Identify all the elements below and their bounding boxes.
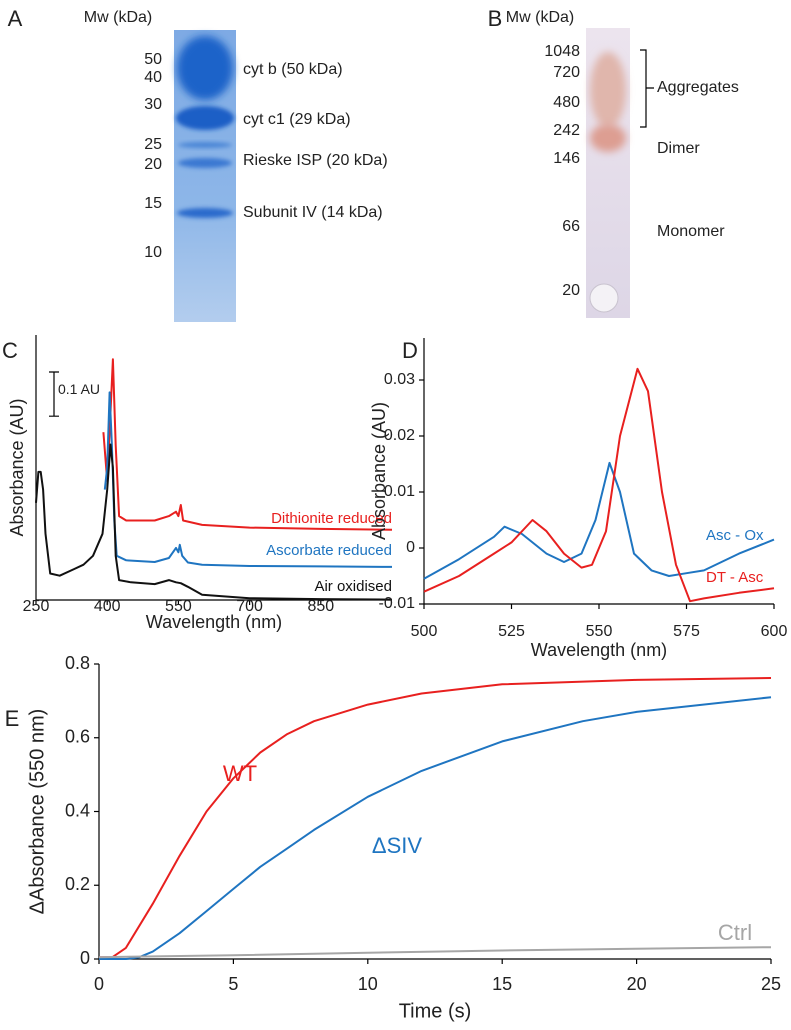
gel-band	[177, 36, 233, 100]
x-tick-label: 550	[586, 623, 613, 640]
y-tick-label: 0	[406, 539, 415, 556]
x-tick-label: 400	[94, 598, 121, 615]
y-tick-label: -0.01	[379, 595, 416, 612]
series-label: Asc - Ox	[706, 527, 764, 544]
gel-well	[589, 283, 619, 313]
y-axis-title: Absorbance (AU)	[369, 402, 389, 540]
marker-label: 25	[144, 136, 162, 153]
scale-bar-label: 0.1 AU	[58, 381, 100, 397]
bracket	[640, 49, 654, 128]
panel-label: D	[402, 338, 418, 363]
y-tick-label: 0.6	[65, 727, 90, 747]
x-tick-label: 15	[492, 974, 512, 994]
series-line	[102, 358, 393, 531]
marker-label: 20	[562, 282, 580, 299]
y-tick-label: 0.03	[384, 371, 415, 388]
band-label: Monomer	[657, 223, 725, 240]
scale-bar	[49, 371, 59, 417]
marker-label: 20	[144, 156, 162, 173]
gel-band	[590, 124, 626, 152]
series-line	[103, 391, 393, 568]
gel-a	[174, 30, 236, 322]
marker-label: 242	[553, 122, 580, 139]
marker-label: 40	[144, 69, 162, 86]
series-line	[423, 461, 775, 580]
x-tick-label: 550	[165, 598, 192, 615]
y-axis-title: ΔAbsorbance (550 nm)	[26, 709, 48, 915]
band-label: Dimer	[657, 140, 700, 157]
y-tick-label: 0.02	[384, 427, 415, 444]
band-label: cyt c1 (29 kDa)	[243, 111, 351, 128]
marker-label: 720	[553, 64, 580, 81]
series-line	[98, 946, 772, 959]
panel-label: B	[488, 6, 503, 31]
marker-label: 1048	[544, 43, 580, 60]
marker-label: 480	[553, 94, 580, 111]
y-tick-label: 0	[80, 948, 90, 968]
x-tick-label: 700	[236, 598, 263, 615]
x-tick-label: 850	[307, 598, 334, 615]
band-label: cyt b (50 kDa)	[243, 61, 343, 78]
axis-label: Mw (kDa)	[506, 9, 574, 26]
x-tick-label: 10	[358, 974, 378, 994]
series-label: Dithionite reduced	[271, 510, 392, 527]
x-tick-label: 575	[673, 623, 700, 640]
x-tick-label: 250	[23, 598, 50, 615]
y-tick-label: 0.8	[65, 653, 90, 673]
panel-label: A	[8, 6, 23, 31]
gel-band	[590, 52, 626, 128]
x-axis-title: Wavelength (nm)	[531, 640, 667, 660]
gel-band	[176, 106, 234, 130]
marker-label: 15	[144, 195, 162, 212]
gel-band	[178, 142, 232, 148]
series-line	[423, 367, 775, 603]
series-label: Air oxidised	[314, 578, 392, 595]
band-label: Aggregates	[657, 79, 739, 96]
marker-label: 30	[144, 96, 162, 113]
x-tick-label: 20	[627, 974, 647, 994]
series-line	[99, 696, 772, 960]
series-label: Ctrl	[718, 920, 752, 945]
y-tick-label: 0.4	[65, 800, 90, 820]
x-tick-label: 25	[761, 974, 781, 994]
y-axis-title: Absorbance (AU)	[7, 398, 27, 536]
gel-band	[178, 158, 232, 168]
marker-label: 10	[144, 244, 162, 261]
marker-label: 66	[562, 218, 580, 235]
series-line	[99, 677, 772, 959]
y-tick-label: 0.2	[65, 874, 90, 894]
x-axis-title: Wavelength (nm)	[146, 612, 282, 632]
series-label: Ascorbate reduced	[266, 542, 392, 559]
series-label: DT - Asc	[706, 569, 764, 586]
marker-label: 50	[144, 51, 162, 68]
y-tick-label: 0.01	[384, 483, 415, 500]
panel-label: C	[2, 338, 18, 363]
series-label: WT	[223, 761, 257, 786]
marker-label: 146	[553, 150, 580, 167]
series-label: ΔSIV	[372, 833, 422, 858]
x-tick-label: 5	[228, 974, 238, 994]
series-line	[35, 443, 393, 601]
gel-b	[586, 28, 654, 318]
gel-band	[177, 208, 233, 218]
band-label: Rieske ISP (20 kDa)	[243, 152, 388, 169]
band-label: Subunit IV (14 kDa)	[243, 204, 383, 221]
axis-label: Mw (kDa)	[84, 9, 152, 26]
x-tick-label: 600	[761, 623, 788, 640]
x-tick-label: 525	[498, 623, 525, 640]
x-axis-title: Time (s)	[399, 1000, 472, 1022]
x-tick-label: 500	[411, 623, 438, 640]
x-tick-label: 0	[94, 974, 104, 994]
panel-label: E	[5, 706, 20, 731]
